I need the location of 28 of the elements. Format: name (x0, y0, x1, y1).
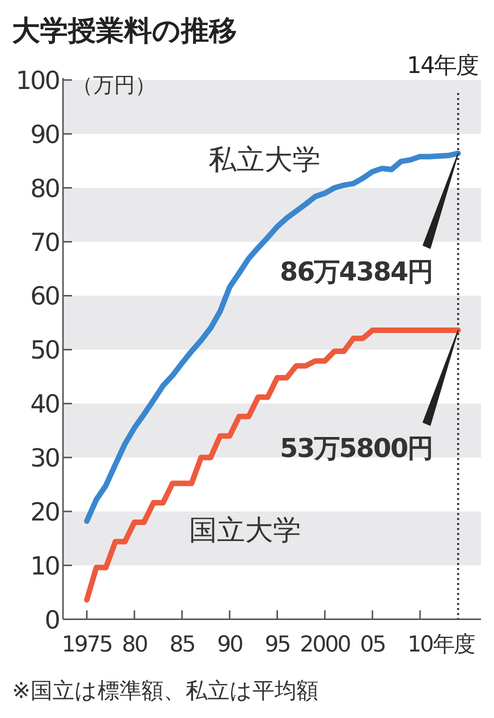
x-tick-label: 85 (170, 632, 196, 658)
y-tick-label: 20 (30, 497, 60, 526)
x-tick-label: 90 (217, 632, 243, 658)
y-tick-label: 100 (16, 66, 60, 95)
x-tick-label: 80 (122, 632, 148, 658)
annotation: 86万4384円 (280, 257, 432, 288)
chart-title: 大学授業料の推移 (12, 14, 237, 47)
y-tick-label: 40 (30, 390, 60, 419)
y-tick-label: 80 (30, 174, 60, 203)
series-label: 国立大学 (189, 514, 302, 547)
y-tick-label: 60 (30, 282, 60, 311)
series-label: 私立大学 (208, 143, 320, 176)
y-tick-label: 0 (44, 605, 60, 634)
x-tick-label: 95 (264, 632, 290, 658)
y-tick-label: 30 (30, 444, 60, 473)
y-tick-label: 90 (30, 120, 60, 149)
y-tick-label: 70 (30, 228, 60, 257)
y-axis-title: （万円） (72, 73, 156, 97)
annotation: 53万5800円 (280, 434, 432, 464)
x-tick-label: 2000 (300, 632, 350, 658)
ref-line-label: 14年度 (406, 53, 478, 79)
text: ※国立は標準額、私立は平均額 (12, 679, 318, 704)
y-tick-label: 50 (30, 336, 60, 365)
x-tick-label: 05 (360, 632, 386, 658)
y-tick-label: 10 (30, 551, 60, 580)
x-tick-label: 1975 (62, 632, 112, 658)
x-axis-title: 年度 (433, 632, 475, 658)
x-tick-label: 10 (408, 632, 434, 658)
